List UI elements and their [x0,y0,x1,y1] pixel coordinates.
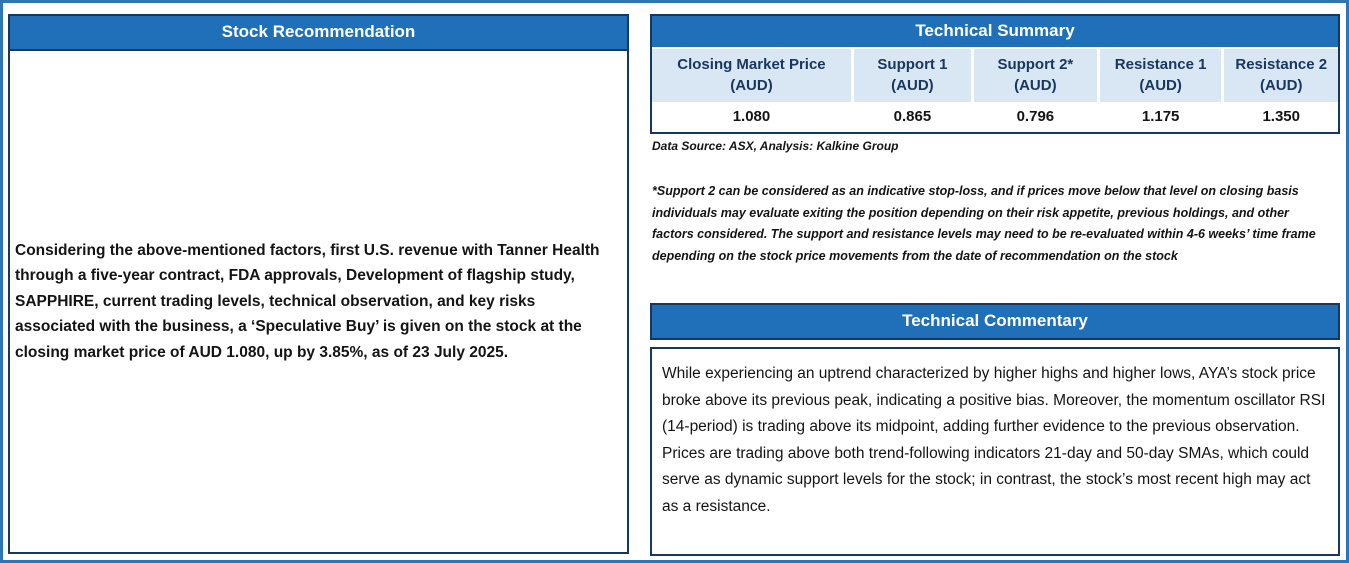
table-column-support-1: Support 1 (AUD) 0.865 [853,49,971,130]
technical-commentary-panel: Technical Commentary While experiencing … [650,303,1340,556]
technical-summary-panel: Technical Summary Closing Market Price (… [650,14,1340,134]
table-header-cell: Resistance 2 (AUD) [1224,49,1338,102]
table-column-resistance-2: Resistance 2 (AUD) 1.350 [1224,49,1338,130]
table-header-cell: Support 2* (AUD) [973,49,1097,102]
table-value-cell: 0.796 [973,104,1097,130]
technical-commentary-title: Technical Commentary [650,303,1340,340]
table-column-resistance-1: Resistance 1 (AUD) 1.175 [1099,49,1222,130]
stock-recommendation-title: Stock Recommendation [10,16,627,51]
table-header-cell: Closing Market Price (AUD) [652,49,851,102]
technical-summary-table: Closing Market Price (AUD) 1.080 Support… [652,47,1338,132]
data-source-note: Data Source: ASX, Analysis: Kalkine Grou… [652,139,899,153]
table-value-cell: 0.865 [853,104,971,130]
table-header-cell: Support 1 (AUD) [853,49,971,102]
technical-summary-title: Technical Summary [652,16,1338,47]
table-header-cell: Resistance 1 (AUD) [1099,49,1222,102]
table-column-support-2: Support 2* (AUD) 0.796 [973,49,1097,130]
table-value-cell: 1.080 [652,104,851,130]
table-value-cell: 1.175 [1099,104,1222,130]
support-2-footnote: *Support 2 can be considered as an indic… [652,184,1316,263]
table-column-closing-price: Closing Market Price (AUD) 1.080 [652,49,851,130]
stock-recommendation-panel: Stock Recommendation Considering the abo… [8,14,629,554]
technical-commentary-body: While experiencing an uptrend characteri… [650,347,1340,556]
stock-recommendation-body: Considering the above-mentioned factors,… [15,241,600,361]
table-value-cell: 1.350 [1224,104,1338,130]
